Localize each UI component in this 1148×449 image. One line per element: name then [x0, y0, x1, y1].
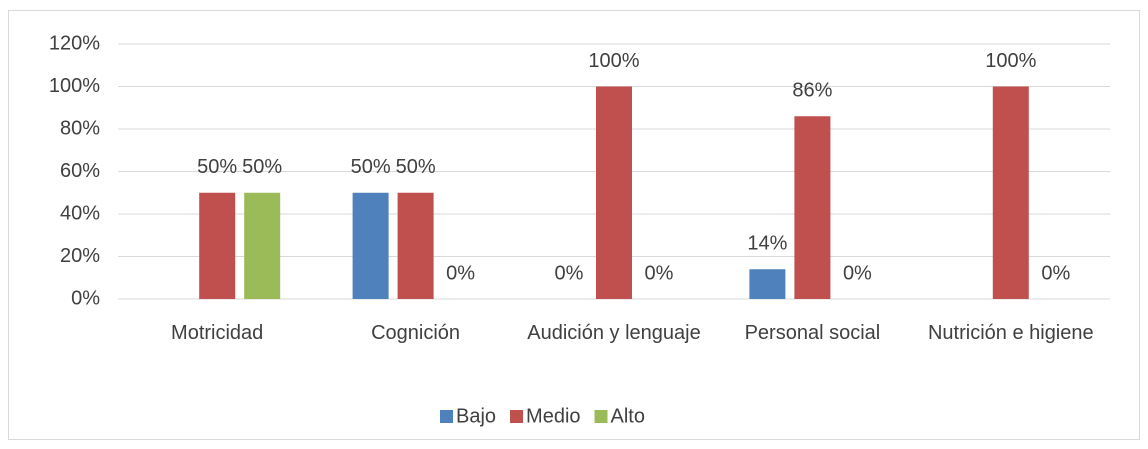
y-tick-label: 0%	[71, 287, 100, 309]
y-tick-label: 20%	[60, 245, 100, 267]
y-tick-label: 60%	[60, 160, 100, 182]
bar	[397, 192, 434, 299]
x-tick-label: Motricidad	[171, 322, 264, 344]
bar	[596, 86, 632, 299]
legend-swatch	[440, 410, 453, 423]
bar	[749, 269, 786, 299]
y-tick-label: 40%	[60, 202, 100, 224]
chart-frame	[8, 10, 1140, 440]
value-label: 100%	[985, 50, 1036, 72]
value-label: 100%	[588, 50, 639, 72]
value-label: 50%	[351, 156, 391, 178]
bar	[794, 116, 831, 299]
bar	[199, 192, 236, 299]
y-tick-label: 80%	[60, 117, 100, 139]
legend-label: Alto	[611, 405, 645, 427]
bar	[244, 192, 281, 299]
y-tick-label: 120%	[49, 32, 100, 54]
value-label: 0%	[1041, 262, 1070, 284]
x-tick-label: Audición y lenguaje	[527, 322, 701, 344]
x-tick-label: Cognición	[371, 322, 461, 344]
bar	[352, 192, 389, 299]
value-label: 0%	[645, 262, 674, 284]
legend-label: Bajo	[456, 405, 496, 427]
y-tick-label: 100%	[49, 75, 100, 97]
bar	[992, 86, 1029, 299]
x-tick-label: Nutrición e higiene	[927, 322, 1094, 344]
value-label: 0%	[843, 262, 872, 284]
value-label: 14%	[747, 233, 787, 255]
x-tick-label: Personal social	[744, 322, 881, 344]
value-label: 0%	[446, 262, 475, 284]
legend-label: Medio	[526, 405, 580, 427]
value-label: 50%	[242, 156, 282, 178]
legend-swatch	[594, 410, 608, 423]
value-label: 50%	[396, 156, 436, 178]
value-label: 50%	[197, 156, 237, 178]
legend-swatch	[510, 410, 524, 423]
value-label: 0%	[555, 262, 584, 284]
value-label: 86%	[792, 80, 832, 102]
